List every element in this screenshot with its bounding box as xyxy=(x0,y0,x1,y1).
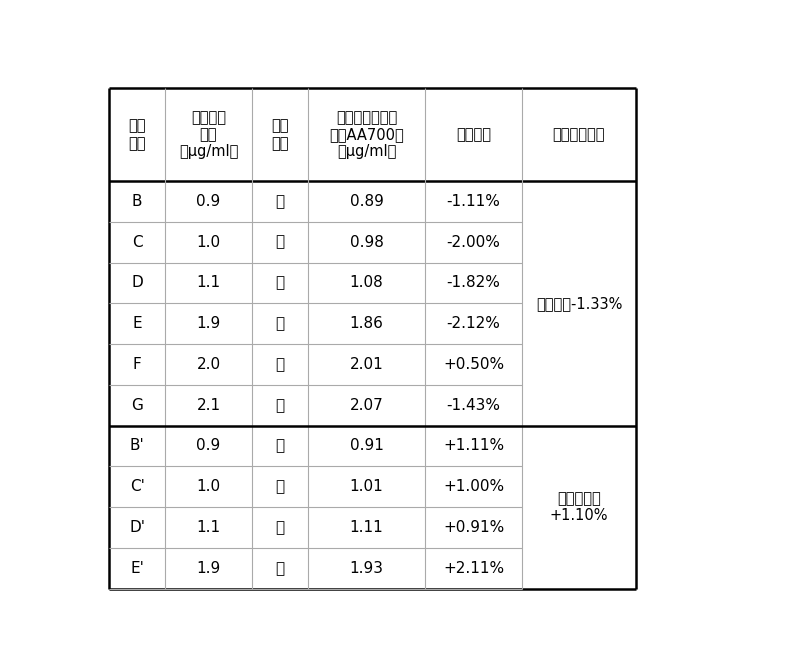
Text: 2.01: 2.01 xyxy=(350,357,383,372)
Text: 消解组：-1.33%: 消解组：-1.33% xyxy=(536,295,622,311)
Text: 0.91: 0.91 xyxy=(350,438,383,454)
Text: 1.01: 1.01 xyxy=(350,479,383,494)
Text: 否: 否 xyxy=(275,561,284,576)
Text: 1.11: 1.11 xyxy=(350,520,383,535)
Text: 1.1: 1.1 xyxy=(197,275,221,290)
Text: G: G xyxy=(131,398,143,413)
Text: 1.08: 1.08 xyxy=(350,275,383,290)
Text: 否: 否 xyxy=(275,438,284,454)
Text: 是: 是 xyxy=(275,234,284,250)
Text: 未消解组：
+1.10%: 未消解组： +1.10% xyxy=(550,491,608,523)
Text: 2.07: 2.07 xyxy=(350,398,383,413)
Text: 0.98: 0.98 xyxy=(350,234,383,250)
Text: +0.91%: +0.91% xyxy=(443,520,504,535)
Text: 相对偏差: 相对偏差 xyxy=(456,127,491,142)
Text: -1.11%: -1.11% xyxy=(446,194,501,209)
Text: 消解前铅
浓度
（μg/ml）: 消解前铅 浓度 （μg/ml） xyxy=(179,110,238,159)
Text: 2.1: 2.1 xyxy=(197,398,221,413)
Text: F: F xyxy=(133,357,142,372)
Text: -1.43%: -1.43% xyxy=(446,398,501,413)
Text: B': B' xyxy=(130,438,145,454)
Text: 是: 是 xyxy=(275,357,284,372)
Text: C': C' xyxy=(130,479,145,494)
Text: D: D xyxy=(131,275,143,290)
Text: 1.0: 1.0 xyxy=(197,479,221,494)
Text: 1.9: 1.9 xyxy=(196,316,221,331)
Text: +1.11%: +1.11% xyxy=(443,438,504,454)
Text: -1.82%: -1.82% xyxy=(446,275,501,290)
Text: 是否
消解: 是否 消解 xyxy=(271,119,289,151)
Text: 0.89: 0.89 xyxy=(350,194,383,209)
Text: 1.86: 1.86 xyxy=(350,316,383,331)
Text: 待测
样品: 待测 样品 xyxy=(129,119,146,151)
Text: 是: 是 xyxy=(275,275,284,290)
Text: 是: 是 xyxy=(275,398,284,413)
Text: 处理后样品铅含
量（AA700）
（μg/ml）: 处理后样品铅含 量（AA700） （μg/ml） xyxy=(330,110,404,159)
Text: 1.9: 1.9 xyxy=(196,561,221,576)
Text: 1.1: 1.1 xyxy=(197,520,221,535)
Text: E: E xyxy=(132,316,142,331)
Text: +2.11%: +2.11% xyxy=(443,561,504,576)
Text: +0.50%: +0.50% xyxy=(443,357,504,372)
Text: 1.93: 1.93 xyxy=(350,561,384,576)
Text: 是: 是 xyxy=(275,194,284,209)
Text: 2.0: 2.0 xyxy=(197,357,221,372)
Text: D': D' xyxy=(129,520,146,535)
Text: +1.00%: +1.00% xyxy=(443,479,504,494)
Text: -2.00%: -2.00% xyxy=(446,234,501,250)
Text: 平均相对偏差: 平均相对偏差 xyxy=(553,127,606,142)
Text: 是: 是 xyxy=(275,316,284,331)
Text: -2.12%: -2.12% xyxy=(446,316,501,331)
Text: E': E' xyxy=(130,561,144,576)
Text: 0.9: 0.9 xyxy=(196,438,221,454)
Text: 1.0: 1.0 xyxy=(197,234,221,250)
Text: 0.9: 0.9 xyxy=(196,194,221,209)
Text: C: C xyxy=(132,234,142,250)
Text: 否: 否 xyxy=(275,479,284,494)
Text: 否: 否 xyxy=(275,520,284,535)
Text: B: B xyxy=(132,194,142,209)
